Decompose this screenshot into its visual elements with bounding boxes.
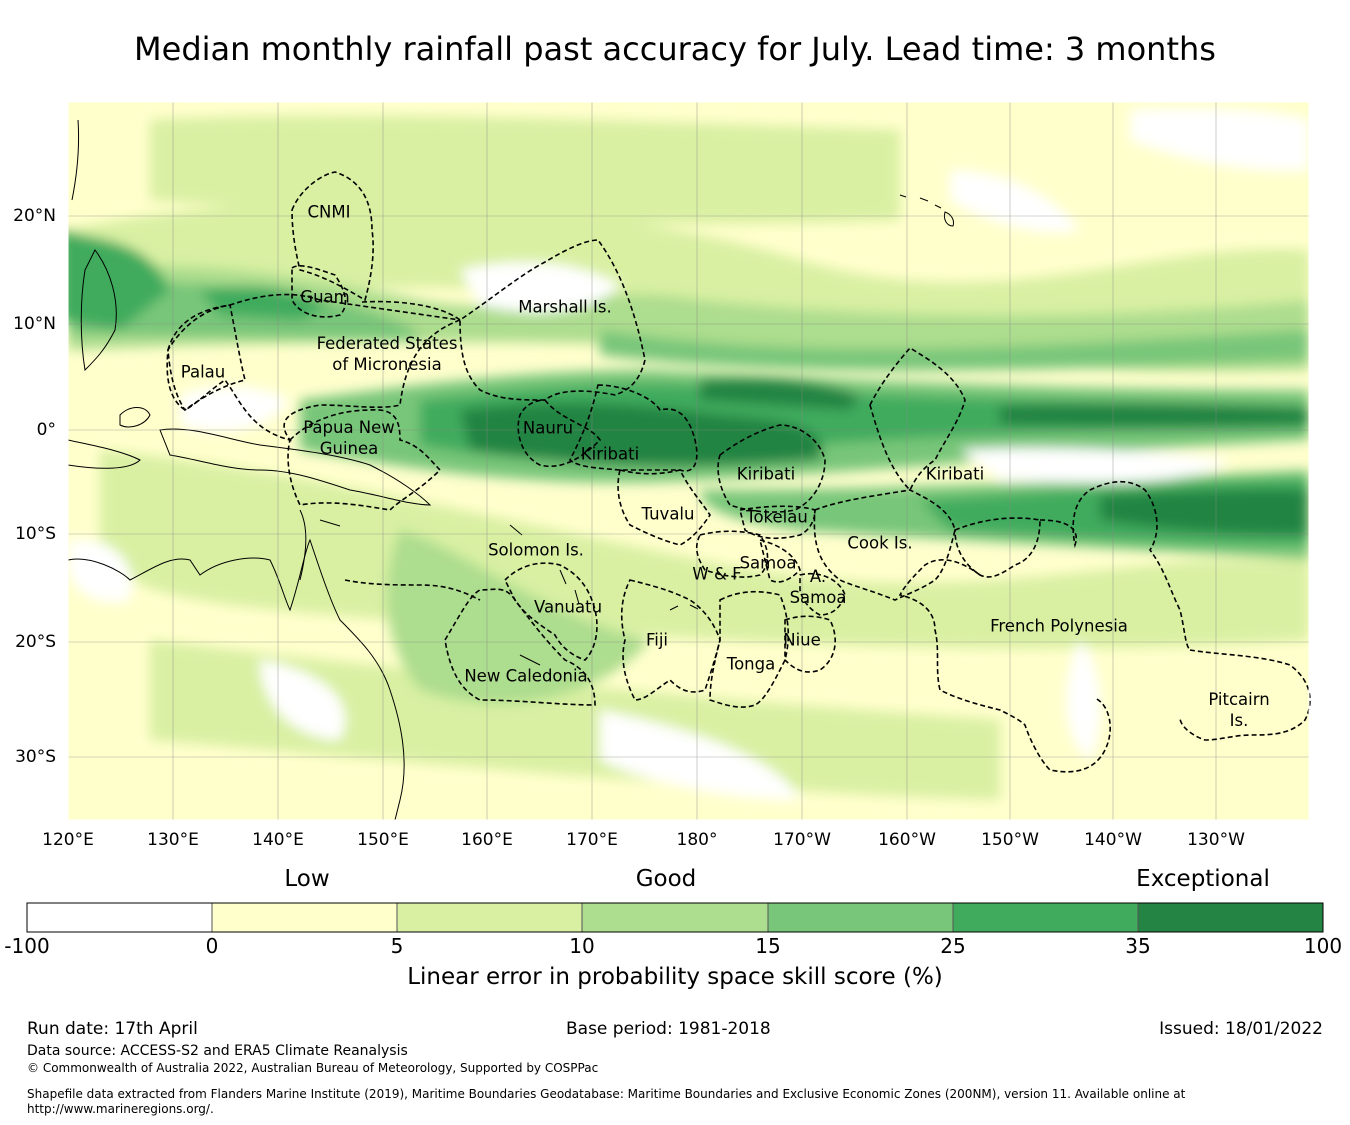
colorbar-tick: 5 bbox=[390, 934, 404, 958]
region-label-nauru: Nauru bbox=[522, 418, 574, 438]
region-label-vanuatu: Vanuatu bbox=[533, 597, 603, 617]
colorbar bbox=[26, 902, 1324, 933]
colorbar-tick: 100 bbox=[1303, 934, 1343, 958]
lon-label: 120°E bbox=[42, 830, 94, 850]
map-title: Median monthly rainfall past accuracy fo… bbox=[134, 30, 1216, 68]
region-label-png: Papua New Guinea bbox=[303, 418, 395, 458]
lon-label: 130°W bbox=[1187, 830, 1245, 850]
colorbar-segment bbox=[582, 903, 768, 932]
region-label-kiribati-east: Kiribati bbox=[925, 464, 985, 484]
colorbar-tick: 10 bbox=[569, 934, 595, 958]
lon-label: 150°W bbox=[981, 830, 1039, 850]
region-label-french-polynesia: French Polynesia bbox=[990, 616, 1128, 636]
region-label-marshall: Marshall Is. bbox=[518, 297, 612, 317]
lat-label: 10°N bbox=[13, 314, 56, 334]
lon-label: 170°W bbox=[773, 830, 831, 850]
colorbar-tick: 35 bbox=[1125, 934, 1151, 958]
colorbar-tick: 25 bbox=[940, 934, 966, 958]
legend-category-exceptional: Exceptional bbox=[1136, 866, 1270, 892]
lat-label: 10°S bbox=[15, 524, 56, 544]
colorbar-segment bbox=[1138, 903, 1323, 932]
lat-label: 20°N bbox=[13, 206, 56, 226]
lon-label: 130°E bbox=[147, 830, 199, 850]
eez-boundaries bbox=[166, 171, 1311, 773]
colorbar-segment bbox=[768, 903, 953, 932]
legend-category-good: Good bbox=[635, 866, 697, 892]
lon-label: 150°E bbox=[357, 830, 409, 850]
colorbar-tick: 15 bbox=[755, 934, 781, 958]
region-label-wallis-futuna: W & F bbox=[692, 564, 742, 584]
colorbar-title: Linear error in probability space skill … bbox=[407, 964, 943, 990]
region-label-tonga: Tonga bbox=[726, 654, 776, 674]
region-label-guam: Guam bbox=[300, 287, 350, 307]
colorbar-segment bbox=[397, 903, 582, 932]
skill-field bbox=[68, 102, 1309, 820]
lat-label: 0° bbox=[36, 420, 56, 440]
base-period: Base period: 1981-2018 bbox=[566, 1019, 771, 1039]
region-label-kiribati-central: Kiribati bbox=[736, 464, 796, 484]
colorbar-segment bbox=[212, 903, 397, 932]
lon-label: 170°E bbox=[566, 830, 618, 850]
region-label-new-caledonia: New Caledonia bbox=[464, 666, 588, 686]
lon-label: 160°E bbox=[461, 830, 513, 850]
lon-label: 140°W bbox=[1084, 830, 1142, 850]
colorbar-tick: 0 bbox=[205, 934, 219, 958]
region-label-kiribati-west: Kiribati bbox=[580, 444, 640, 464]
lat-label: 20°S bbox=[15, 632, 56, 652]
colorbar-tick: -100 bbox=[4, 934, 50, 958]
shapefile-credit: Shapefile data extracted from Flanders M… bbox=[27, 1087, 1186, 1116]
region-label-niue: Niue bbox=[783, 630, 821, 650]
copyright: © Commonwealth of Australia 2022, Austra… bbox=[27, 1061, 599, 1075]
lon-label: 180° bbox=[676, 830, 718, 850]
region-label-samoa: Samoa bbox=[739, 553, 797, 573]
region-label-cook: Cook Is. bbox=[847, 533, 913, 553]
graticule bbox=[68, 102, 1309, 820]
issued-date: Issued: 18/01/2022 bbox=[1159, 1019, 1323, 1039]
lon-label: 160°W bbox=[878, 830, 936, 850]
colorbar-segment bbox=[27, 903, 212, 932]
region-label-palau: Palau bbox=[180, 362, 226, 382]
legend-category-low: Low bbox=[284, 866, 330, 892]
region-label-tokelau: Tokelau bbox=[746, 507, 808, 527]
region-label-pitcairn: Pitcairn Is. bbox=[1208, 690, 1270, 730]
region-label-fiji: Fiji bbox=[645, 630, 669, 650]
region-label-fsm: Federated States of Micronesia bbox=[316, 334, 458, 374]
colorbar-segment bbox=[953, 903, 1138, 932]
data-source: Data source: ACCESS-S2 and ERA5 Climate … bbox=[27, 1043, 408, 1059]
region-label-cnmi: CNMI bbox=[307, 202, 351, 222]
run-date: Run date: 17th April bbox=[27, 1019, 198, 1039]
region-label-tuvalu: Tuvalu bbox=[641, 504, 695, 524]
lon-label: 140°E bbox=[252, 830, 304, 850]
lat-label: 30°S bbox=[15, 747, 56, 767]
region-label-american-samoa: A. Samoa bbox=[789, 567, 847, 607]
region-label-solomon: Solomon Is. bbox=[488, 540, 584, 560]
